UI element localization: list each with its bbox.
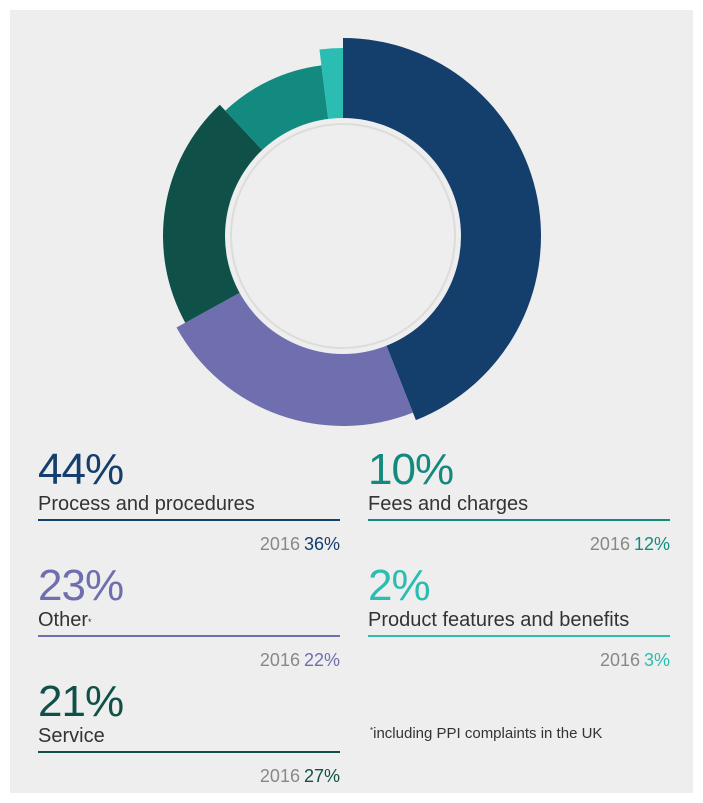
legend-rule-other [38, 635, 340, 637]
legend-prev-value: 27% [303, 765, 340, 786]
legend-label-other-text: Other [38, 609, 89, 631]
legend-rule-process [38, 519, 340, 521]
legend-pct-product: 2% [368, 561, 431, 610]
legend-label-other: Other* [38, 608, 340, 635]
legend-prev-year: 2016 [259, 765, 300, 786]
footnote: *including PPI complaints in the UK [370, 725, 602, 742]
legend-item-other: 23% Other* 2016 22% [38, 564, 340, 671]
legend-item-service: 21% Service 2016 27% [38, 680, 340, 787]
donut-inner-ring [230, 123, 456, 349]
legend-prev-value: 3% [643, 649, 670, 670]
legend-label-process: Process and procedures [38, 493, 255, 515]
legend-pct-fees: 10% [368, 445, 454, 494]
chart-panel: 44% Process and procedures 2016 36% 23% O… [10, 10, 693, 793]
legend-rule-product [368, 635, 670, 637]
legend-pct-process: 44% [38, 445, 124, 494]
legend-label-service: Service [38, 725, 105, 747]
legend-prev-process: 2016 36% [38, 533, 340, 555]
legend-pct-service: 21% [38, 677, 124, 726]
footnote-mark: * [370, 726, 374, 735]
legend-rule-service [38, 751, 340, 753]
legend-prev-other: 2016 22% [38, 649, 340, 671]
legend-prev-year: 2016 [259, 649, 300, 670]
legend-prev-product: 2016 3% [368, 649, 670, 671]
donut-center [225, 118, 461, 354]
legend-prev-value: 36% [303, 533, 340, 554]
legend-prev-year: 2016 [259, 533, 300, 554]
legend-prev-value: 12% [633, 533, 670, 554]
legend-item-process: 44% Process and procedures 2016 36% [38, 448, 340, 555]
legend-prev-fees: 2016 12% [368, 533, 670, 555]
footnote-text: including PPI complaints in the UK [373, 725, 603, 742]
legend-item-fees: 10% Fees and charges 2016 12% [368, 448, 670, 555]
legend-prev-year: 2016 [589, 533, 630, 554]
legend-prev-value: 22% [303, 649, 340, 670]
legend-label-fees: Fees and charges [368, 493, 529, 515]
legend-prev-service: 2016 27% [38, 765, 340, 787]
legend-label-product: Product features and benefits [368, 609, 630, 631]
donut-slice-product [319, 48, 343, 127]
donut-slice-other [176, 288, 413, 426]
legend-prev-year: 2016 [599, 649, 640, 670]
legend-pct-other: 23% [38, 561, 124, 610]
donut-slice-service [163, 104, 268, 323]
legend-rule-fees [368, 519, 670, 521]
donut-chart [163, 38, 541, 426]
footnote-mark: * [88, 617, 92, 627]
legend-item-product: 2% Product features and benefits 2016 3% [368, 564, 670, 671]
